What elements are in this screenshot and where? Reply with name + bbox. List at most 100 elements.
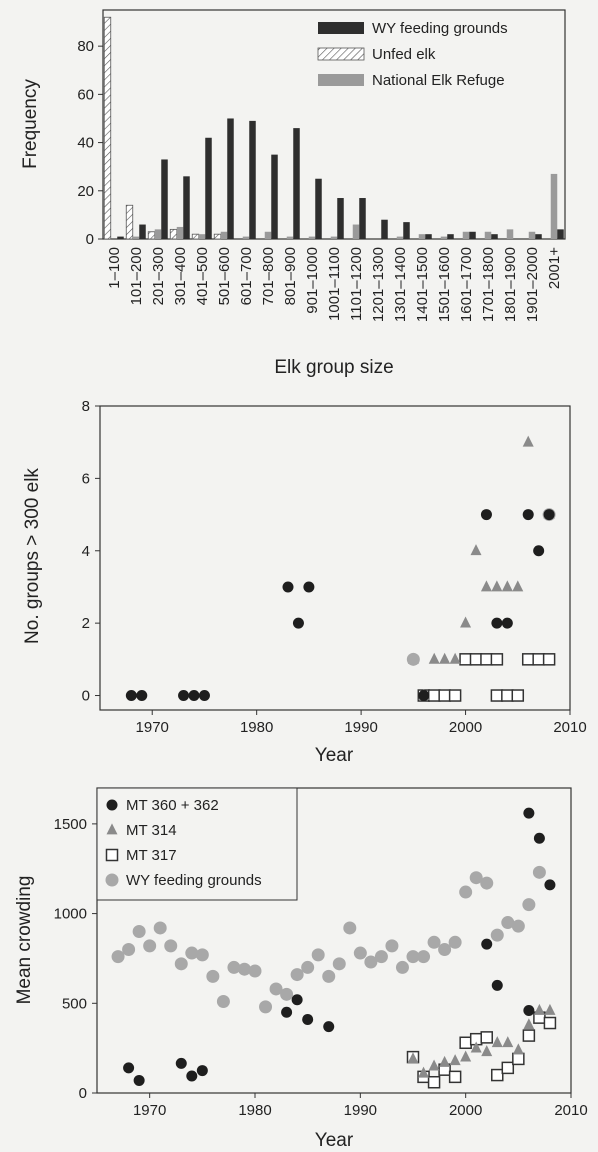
- y-tick-label: 0: [79, 1085, 87, 1102]
- point-square: [521, 653, 535, 666]
- legend: MT 360 + 362 MT 314 MT 317 WY feeding groun…: [96, 787, 298, 901]
- x-tick-label: 1001–1100: [326, 247, 343, 321]
- point-triangle: [491, 1036, 503, 1048]
- point-triangle: [491, 580, 503, 592]
- point-square: [448, 1070, 462, 1084]
- point-triangle: [470, 544, 482, 556]
- y-tick-label: 8: [82, 398, 90, 415]
- point-gray-circle: [195, 948, 209, 962]
- point-gray-circle: [311, 948, 325, 962]
- point-black-circle: [533, 832, 545, 844]
- point-square: [490, 689, 504, 702]
- x-axis-label: Elk group size: [274, 357, 393, 378]
- point-black-circle: [196, 1065, 208, 1077]
- point-triangle: [428, 652, 440, 664]
- point-black-circle: [291, 994, 303, 1006]
- point-gray-circle: [206, 969, 220, 983]
- x-tick-label: 1601–1700: [458, 247, 475, 322]
- point-gray-circle: [259, 1000, 273, 1014]
- x-tick-label: 101–200: [128, 247, 145, 305]
- point-black-circle: [282, 581, 294, 593]
- x-ticks: 1–100 101–200 201–300 301–400 401–500 501–600…: [106, 247, 563, 322]
- point-square: [543, 1016, 557, 1030]
- bar: [550, 173, 558, 239]
- point-gray-circle: [406, 652, 420, 666]
- bar: [132, 236, 140, 239]
- bar: [557, 229, 564, 239]
- x-tick-label: 2010: [554, 1102, 587, 1119]
- point-triangle: [544, 1003, 556, 1015]
- point-gray-circle: [143, 939, 157, 953]
- point-black-circle: [481, 938, 493, 950]
- y-tick-label: 0: [82, 688, 90, 705]
- point-triangle: [480, 580, 492, 592]
- x-tick-label: 1970: [136, 719, 169, 736]
- x-tick-label: 1301–1400: [392, 247, 409, 322]
- point-triangle: [428, 1059, 440, 1071]
- x-tick-label: 1701–1800: [480, 247, 497, 322]
- markers: [125, 435, 556, 702]
- point-black-circle: [303, 581, 315, 593]
- bar: [293, 128, 300, 239]
- x-tick-label: 1801–1900: [502, 247, 519, 322]
- point-square: [490, 653, 504, 666]
- point-gray-circle: [501, 916, 515, 930]
- bar: [154, 229, 162, 239]
- point-gray-circle: [174, 957, 188, 971]
- point-gray-circle: [164, 939, 178, 953]
- bar: [169, 228, 178, 240]
- bar: [396, 236, 404, 239]
- point-triangle: [449, 652, 461, 664]
- point-square: [532, 653, 545, 666]
- y-tick-label: 20: [77, 183, 94, 200]
- point-triangle: [407, 1052, 419, 1064]
- point-black-circle: [543, 509, 555, 521]
- bar: [271, 154, 278, 239]
- x-tick-label: 1101–1200: [348, 247, 365, 321]
- x-tick-label: 701–800: [260, 247, 277, 305]
- y-ticks: 0 500 1000 1500: [54, 816, 97, 1102]
- point-triangle: [470, 1041, 482, 1053]
- point-black-circle: [123, 1062, 135, 1074]
- y-tick-label: 0: [86, 231, 94, 248]
- bar: [183, 176, 190, 239]
- point-square: [501, 689, 514, 702]
- y-ticks: 0 20 40 60 80: [77, 38, 103, 248]
- x-tick-label: 1980: [238, 1102, 271, 1119]
- point-black-circle: [136, 690, 148, 702]
- point-triangle: [512, 580, 524, 592]
- bar: [103, 16, 112, 240]
- point-gray-circle: [322, 969, 336, 983]
- x-axis-label: Year: [315, 1130, 354, 1151]
- point-black-circle: [523, 807, 535, 819]
- point-black-circle: [522, 509, 534, 521]
- point-black-circle: [480, 509, 492, 521]
- y-axis-label: Mean crowding: [14, 876, 35, 1005]
- point-triangle: [501, 580, 513, 592]
- bar: [352, 224, 360, 239]
- bar: [147, 231, 156, 240]
- x-tick-label: 301–400: [172, 247, 189, 305]
- bar: [242, 236, 250, 239]
- point-triangle: [481, 1045, 493, 1057]
- point-triangle: [418, 1066, 430, 1078]
- y-tick-label: 6: [82, 470, 90, 487]
- point-gray-circle: [427, 935, 441, 949]
- bar: [330, 236, 338, 239]
- point-black-circle: [523, 1004, 535, 1016]
- y-axis-label: No. groups > 300 elk: [22, 468, 43, 644]
- point-black-circle: [501, 617, 513, 629]
- bar: [198, 234, 206, 239]
- x-tick-label: 1980: [240, 719, 273, 736]
- x-tick-label: 2001+: [546, 247, 563, 289]
- x-tick-label: 1501–1600: [436, 247, 453, 322]
- bar: [535, 234, 542, 239]
- point-black-circle: [175, 1057, 187, 1069]
- point-square: [491, 1068, 504, 1082]
- markers: [111, 807, 557, 1089]
- point-square: [542, 653, 556, 666]
- bar: [205, 137, 212, 239]
- point-black-circle: [281, 1006, 293, 1018]
- point-square: [469, 653, 483, 666]
- legend-swatch: [317, 47, 365, 61]
